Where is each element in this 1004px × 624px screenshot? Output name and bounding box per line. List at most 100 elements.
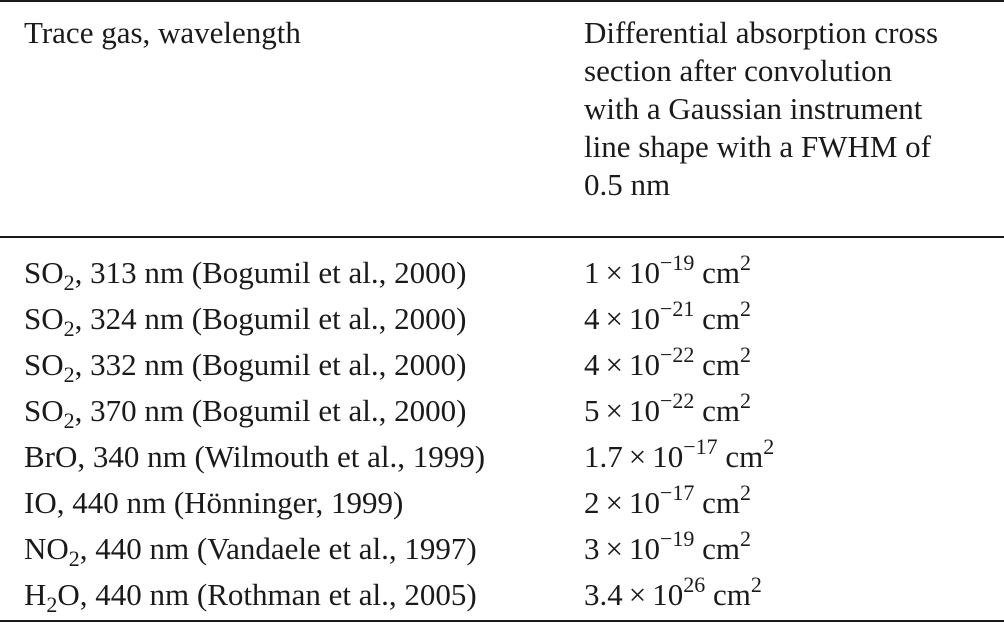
species-subscript: 2 bbox=[46, 592, 58, 617]
header-trace-gas-label: Trace gas, wavelength bbox=[24, 15, 301, 50]
table-bottom-rule bbox=[0, 620, 1004, 622]
mantissa: 3 bbox=[584, 531, 600, 566]
times-sign: × bbox=[605, 393, 623, 428]
exponent: −19 bbox=[659, 526, 695, 551]
mantissa: 4 bbox=[584, 347, 600, 382]
cross-section-cell: 3 × 10−19 cm2 bbox=[584, 526, 751, 572]
species-name: IO bbox=[24, 485, 57, 520]
exponent: −22 bbox=[659, 388, 695, 413]
base: 10 bbox=[652, 577, 684, 612]
trace-gas-cell: SO2, 313 nm (Bogumil et al., 2000) bbox=[24, 250, 466, 296]
times-sign: × bbox=[605, 301, 623, 336]
species-tail: O bbox=[57, 577, 80, 612]
species-name: BrO bbox=[24, 439, 78, 474]
mantissa: 1 bbox=[584, 255, 600, 290]
base: 10 bbox=[628, 393, 660, 428]
trace-gas-cell: BrO, 340 nm (Wilmouth et al., 1999) bbox=[24, 434, 485, 480]
species-subscript: 2 bbox=[63, 362, 75, 387]
unit-exponent: 2 bbox=[740, 296, 752, 321]
species-name: H bbox=[24, 577, 47, 612]
unit-exponent: 2 bbox=[750, 572, 762, 597]
unit-exponent: 2 bbox=[740, 250, 752, 275]
unit-exponent: 2 bbox=[763, 434, 775, 459]
times-sign: × bbox=[605, 531, 623, 566]
unit: cm bbox=[725, 439, 764, 474]
trace-gas-cell: IO, 440 nm (Hönninger, 1999) bbox=[24, 480, 403, 526]
species-name: SO bbox=[24, 301, 64, 336]
trace-gas-cell: H2O, 440 nm (Rothman et al., 2005) bbox=[24, 572, 477, 618]
exponent: −17 bbox=[659, 480, 695, 505]
unit-exponent: 2 bbox=[740, 526, 752, 551]
base: 10 bbox=[628, 255, 660, 290]
exponent: −21 bbox=[659, 296, 695, 321]
wavelength-reference: , 324 nm (Bogumil et al., 2000) bbox=[74, 301, 467, 336]
unit: cm bbox=[702, 485, 741, 520]
species-name: SO bbox=[24, 255, 64, 290]
wavelength-reference: , 332 nm (Bogumil et al., 2000) bbox=[74, 347, 467, 382]
base: 10 bbox=[628, 347, 660, 382]
cross-section-cell: 2 × 10−17 cm2 bbox=[584, 480, 751, 526]
species-name: SO bbox=[24, 347, 64, 382]
wavelength-reference: , 313 nm (Bogumil et al., 2000) bbox=[74, 255, 467, 290]
trace-gas-cell: SO2, 370 nm (Bogumil et al., 2000) bbox=[24, 388, 466, 434]
unit: cm bbox=[702, 531, 741, 566]
table-row: SO2, 332 nm (Bogumil et al., 2000) 4 × 10−… bbox=[0, 342, 1004, 388]
table-body: SO2, 313 nm (Bogumil et al., 2000) 1 × 10−… bbox=[0, 250, 1004, 618]
table-row: SO2, 370 nm (Bogumil et al., 2000) 5 × 10−… bbox=[0, 388, 1004, 434]
exponent: 26 bbox=[683, 572, 706, 597]
mantissa: 2 bbox=[584, 485, 600, 520]
unit: cm bbox=[702, 393, 741, 428]
times-sign: × bbox=[605, 485, 623, 520]
header-cross-section-line: section after convolution bbox=[584, 53, 893, 88]
unit: cm bbox=[712, 577, 751, 612]
cross-section-cell: 5 × 10−22 cm2 bbox=[584, 388, 751, 434]
wavelength-reference: , 370 nm (Bogumil et al., 2000) bbox=[74, 393, 467, 428]
mantissa: 4 bbox=[584, 301, 600, 336]
header-trace-gas: Trace gas, wavelength bbox=[24, 14, 301, 52]
unit-exponent: 2 bbox=[740, 342, 752, 367]
unit-exponent: 2 bbox=[740, 480, 752, 505]
table-row: SO2, 313 nm (Bogumil et al., 2000) 1 × 10−… bbox=[0, 250, 1004, 296]
base: 10 bbox=[628, 485, 660, 520]
table-row: H2O, 440 nm (Rothman et al., 2005) 3.4 × 1… bbox=[0, 572, 1004, 618]
times-sign: × bbox=[605, 347, 623, 382]
species-subscript: 2 bbox=[68, 546, 80, 571]
mantissa: 1.7 bbox=[584, 439, 623, 474]
table-row: IO, 440 nm (Hönninger, 1999) 2 × 10−17 cm2 bbox=[0, 480, 1004, 526]
trace-gas-cell: SO2, 332 nm (Bogumil et al., 2000) bbox=[24, 342, 466, 388]
unit: cm bbox=[702, 347, 741, 382]
times-sign: × bbox=[628, 577, 647, 612]
wavelength-reference: , 440 nm (Vandaele et al., 1997) bbox=[79, 531, 477, 566]
trace-gas-cell: NO2, 440 nm (Vandaele et al., 1997) bbox=[24, 526, 477, 572]
base: 10 bbox=[652, 439, 684, 474]
wavelength-reference: , 340 nm (Wilmouth et al., 1999) bbox=[77, 439, 486, 474]
table-top-rule bbox=[0, 0, 1004, 2]
table-row: NO2, 440 nm (Vandaele et al., 1997) 3 × 10… bbox=[0, 526, 1004, 572]
base: 10 bbox=[628, 301, 660, 336]
header-cross-section-line: Differential absorption cross bbox=[584, 15, 939, 50]
exponent: −19 bbox=[659, 250, 695, 275]
table-row: BrO, 340 nm (Wilmouth et al., 1999) 1.7 ×… bbox=[0, 434, 1004, 480]
trace-gas-cell: SO2, 324 nm (Bogumil et al., 2000) bbox=[24, 296, 466, 342]
unit: cm bbox=[702, 255, 741, 290]
wavelength-reference: , 440 nm (Rothman et al., 2005) bbox=[79, 577, 477, 612]
species-subscript: 2 bbox=[63, 316, 75, 341]
header-cross-section-line: line shape with a FWHM of bbox=[584, 129, 931, 164]
cross-section-cell: 3.4 × 1026 cm2 bbox=[584, 572, 762, 618]
unit-exponent: 2 bbox=[740, 388, 752, 413]
species-name: NO bbox=[24, 531, 69, 566]
header-cross-section: Differential absorption cross section af… bbox=[584, 14, 994, 204]
mantissa: 3.4 bbox=[584, 577, 623, 612]
wavelength-reference: , 440 nm (Hönninger, 1999) bbox=[56, 485, 404, 520]
unit: cm bbox=[702, 301, 741, 336]
mantissa: 5 bbox=[584, 393, 600, 428]
cross-section-cell: 1.7 × 10−17 cm2 bbox=[584, 434, 774, 480]
times-sign: × bbox=[628, 439, 647, 474]
times-sign: × bbox=[605, 255, 623, 290]
header-cross-section-line: with a Gaussian instrument bbox=[584, 91, 923, 126]
cross-section-cell: 1 × 10−19 cm2 bbox=[584, 250, 751, 296]
table-header-rule bbox=[0, 236, 1004, 238]
base: 10 bbox=[628, 531, 660, 566]
cross-section-cell: 4 × 10−21 cm2 bbox=[584, 296, 751, 342]
